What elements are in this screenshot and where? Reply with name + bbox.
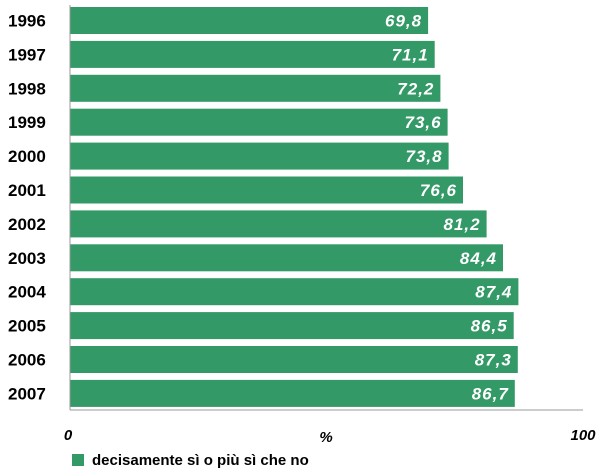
legend-swatch: [72, 454, 84, 466]
category-label-1999: 1999: [8, 113, 46, 132]
bar-2002: [70, 210, 487, 238]
bar-value-label-1999: 73,6: [405, 113, 442, 132]
bar-value-label-2007: 86,7: [472, 384, 510, 403]
bar-value-label-2000: 73,8: [406, 147, 443, 166]
category-label-2005: 2005: [8, 317, 46, 336]
bar-value-label-2001: 76,6: [420, 181, 457, 200]
category-label-2000: 2000: [8, 147, 46, 166]
x-axis-title: %: [319, 429, 332, 446]
bars-layer: [70, 7, 519, 407]
bar-value-label-2003: 84,4: [460, 249, 497, 268]
category-label-2001: 2001: [8, 181, 46, 200]
category-label-1996: 1996: [8, 12, 46, 31]
labels-layer: 69,8 1996 71,1 1997 72,2 1998 73,6 1999 73,8 2000…: [8, 12, 512, 404]
bar-value-label-2004: 87,4: [475, 283, 512, 302]
legend-label: decisamente sì o più sì che no: [92, 452, 309, 469]
x-tick-label-max: 100: [570, 427, 596, 444]
bar-2007: [70, 379, 515, 407]
category-label-2007: 2007: [8, 384, 46, 403]
category-label-1997: 1997: [8, 45, 46, 64]
bar-value-label-1996: 69,8: [385, 12, 422, 31]
bar-value-label-2005: 86,5: [471, 317, 508, 336]
bar-2000: [70, 142, 449, 170]
bar-value-label-1998: 72,2: [397, 79, 434, 98]
category-label-2004: 2004: [8, 283, 46, 302]
bar-2006: [70, 346, 518, 373]
bar-2004: [70, 278, 519, 306]
bar-2005: [70, 312, 514, 340]
category-label-2003: 2003: [8, 249, 46, 268]
bar-1996: [70, 7, 429, 34]
category-label-1998: 1998: [8, 79, 46, 98]
bar-1999: [70, 108, 448, 136]
bar-2003: [70, 244, 503, 272]
bar-value-label-2006: 87,3: [475, 351, 512, 370]
bar-1998: [70, 74, 441, 102]
bar-value-label-1997: 71,1: [392, 45, 429, 64]
category-label-2002: 2002: [8, 215, 46, 234]
x-tick-label-min: 0: [64, 427, 73, 444]
category-label-2006: 2006: [8, 351, 46, 370]
bar-2001: [70, 176, 463, 204]
bar-1997: [70, 40, 435, 68]
bar-value-label-2002: 81,2: [444, 215, 481, 234]
